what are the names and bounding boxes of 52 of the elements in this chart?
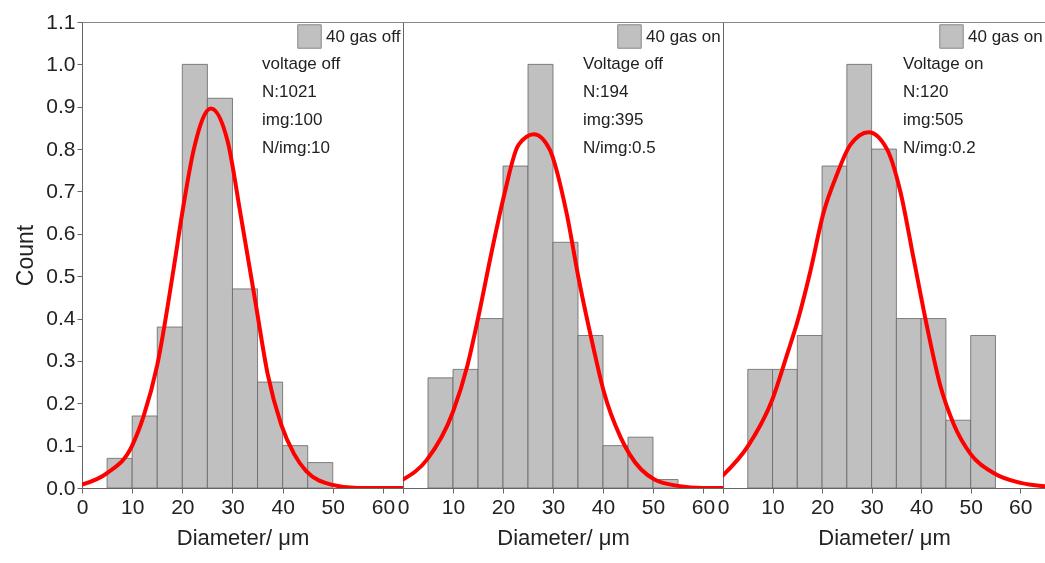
y-tick-label: 0.4	[46, 306, 76, 330]
legend-label: 40 gas on	[968, 26, 1043, 46]
x-axis-title: Diameter/ μm	[176, 524, 310, 550]
x-tick-label: 20	[491, 494, 516, 518]
x-tick-label: 10	[761, 494, 785, 518]
legend-label: 40 gas on	[646, 26, 721, 46]
y-tick-label: 0.7	[46, 178, 76, 202]
annotation: N:1021	[262, 82, 317, 101]
x-tick-label: 60	[691, 494, 716, 518]
annotation: Voltage off	[583, 54, 664, 73]
annotation: voltage off	[262, 54, 341, 73]
x-tick-label: 40	[591, 494, 616, 518]
x-axis-title: Diameter/ μm	[497, 524, 630, 550]
y-tick-label: 0.1	[46, 433, 76, 457]
y-tick-label: 0.9	[46, 94, 76, 118]
annotation: img:505	[903, 110, 964, 129]
y-tick-label: 0.0	[46, 475, 76, 499]
annotation: img:100	[262, 110, 323, 129]
x-tick-label: 0	[397, 494, 410, 518]
x-tick-label: 50	[321, 494, 345, 518]
x-tick-label: 50	[641, 494, 666, 518]
x-tick-label: 0	[717, 494, 730, 518]
x-tick-label: 60	[1009, 494, 1033, 518]
x-tick-label: 50	[959, 494, 983, 518]
y-tick-label: 1.1	[46, 9, 76, 33]
x-tick-label: 30	[541, 494, 566, 518]
x-tick-label: 10	[441, 494, 466, 518]
annotation: N:194	[583, 82, 629, 101]
x-tick-label: 40	[909, 494, 934, 518]
y-tick-label: 1.0	[46, 51, 76, 75]
y-tick-label: 0.3	[46, 348, 76, 372]
y-tick-label: 0.8	[46, 136, 76, 160]
legend-label: 40 gas off	[326, 26, 401, 46]
annotation: N/img:0.2	[903, 138, 976, 157]
y-tick-label: 0.2	[46, 390, 76, 414]
x-tick-label: 30	[221, 494, 245, 518]
x-tick-label: 30	[860, 494, 884, 518]
y-tick-label: 0.5	[46, 263, 76, 287]
annotation: img:395	[583, 110, 644, 129]
annotation: N/img:10	[262, 138, 331, 157]
x-axis-title: Diameter/ μm	[818, 524, 951, 550]
y-tick-label: 0.6	[46, 221, 76, 245]
annotation: N/img:0.5	[583, 138, 656, 157]
x-tick-label: 60	[371, 494, 396, 518]
x-tick-label: 20	[171, 494, 195, 518]
x-tick-label: 0	[76, 494, 89, 518]
x-tick-label: 10	[120, 494, 145, 518]
x-tick-label: 20	[810, 494, 835, 518]
annotation: N:120	[903, 82, 949, 101]
annotation: Voltage on	[903, 54, 984, 73]
y-axis-title: Count	[12, 224, 39, 287]
x-tick-label: 40	[271, 494, 295, 518]
